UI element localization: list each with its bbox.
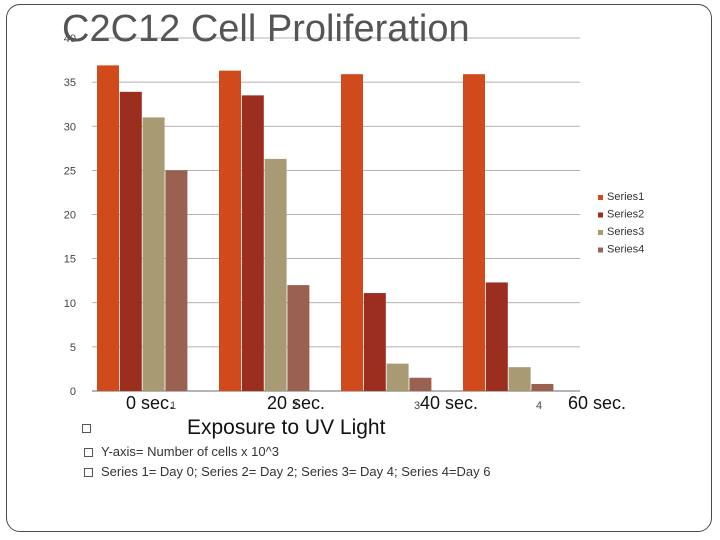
page-title: C2C12 Cell Proliferation bbox=[62, 8, 470, 50]
legend-label-series3: Series3 bbox=[607, 226, 644, 238]
y-tick-label: 40 bbox=[64, 33, 76, 45]
bar-series2-cat2 bbox=[241, 95, 264, 392]
bar-series1-cat4 bbox=[463, 74, 485, 392]
x-category-label: 0 sec. bbox=[126, 393, 174, 413]
y-tick-label: 5 bbox=[70, 342, 76, 354]
legend: Series1 Series2 Series3 Series4 bbox=[598, 191, 644, 256]
x-axis-categories: 10 sec. 220 sec. 3 40 sec. 4 60 sec. bbox=[126, 393, 626, 413]
bar-series2-cat4 bbox=[485, 282, 508, 391]
x-category-label: 40 sec. bbox=[420, 393, 478, 413]
y-axis-ticks: 0 5 10 15 20 25 30 35 40 bbox=[64, 33, 76, 398]
y-tick-label: 30 bbox=[64, 121, 76, 133]
bar-series1-cat3 bbox=[341, 74, 363, 392]
y-tick-label: 0 bbox=[70, 386, 76, 398]
x-category-number: 1 bbox=[170, 400, 176, 412]
bar-series3-cat2 bbox=[264, 158, 287, 391]
bar-series3-cat1 bbox=[142, 117, 165, 392]
bar-series3-cat3 bbox=[386, 363, 409, 391]
bar-series1-cat1 bbox=[97, 65, 119, 392]
bullet-box-icon bbox=[84, 468, 93, 478]
bullet-y-axis-note: Y-axis= Number of cells x 10^3 bbox=[84, 444, 279, 459]
bar-series4-cat1 bbox=[165, 170, 188, 391]
legend-label-series4: Series4 bbox=[607, 244, 644, 256]
legend-label-series1: Series1 bbox=[607, 191, 644, 203]
legend-swatch-series3 bbox=[598, 230, 603, 235]
bars bbox=[97, 65, 554, 392]
legend-label-series2: Series2 bbox=[607, 209, 644, 221]
legend-swatch-series2 bbox=[598, 212, 603, 218]
bar-series4-cat3 bbox=[409, 377, 432, 391]
y-tick-label: 10 bbox=[64, 298, 76, 310]
bar-series3-cat4 bbox=[508, 367, 531, 391]
legend-swatch-series1 bbox=[598, 195, 603, 200]
bullet-text: Y-axis= Number of cells x 10^3 bbox=[101, 444, 279, 459]
bullet-box-icon bbox=[84, 448, 93, 458]
bar-series2-cat1 bbox=[119, 91, 142, 392]
slide-frame bbox=[6, 4, 712, 532]
bullet-box-icon bbox=[82, 424, 91, 433]
x-category-label: 60 sec. bbox=[568, 393, 626, 413]
y-tick-label: 35 bbox=[64, 77, 76, 89]
legend-swatch-series4 bbox=[598, 247, 603, 253]
x-axis-title-text: Exposure to UV Light bbox=[187, 416, 386, 439]
y-tick-label: 15 bbox=[64, 254, 76, 266]
bar-series1-cat2 bbox=[219, 70, 241, 391]
x-category-number: 3 bbox=[414, 400, 420, 412]
x-category-label: 20 sec. bbox=[267, 393, 325, 413]
y-tick-label: 20 bbox=[64, 210, 76, 222]
bar-series2-cat3 bbox=[363, 293, 386, 391]
bullet-text: Series 1= Day 0; Series 2= Day 2; Series… bbox=[101, 464, 491, 479]
bullet-series-note: Series 1= Day 0; Series 2= Day 2; Series… bbox=[84, 464, 490, 479]
x-category-number: 4 bbox=[536, 400, 542, 412]
bar-series4-cat4 bbox=[531, 383, 554, 391]
bar-series4-cat2 bbox=[287, 285, 310, 391]
x-category-number: 2 bbox=[292, 400, 298, 412]
y-tick-label: 25 bbox=[64, 165, 76, 177]
x-axis-title: Exposure to UV Light bbox=[82, 416, 386, 440]
